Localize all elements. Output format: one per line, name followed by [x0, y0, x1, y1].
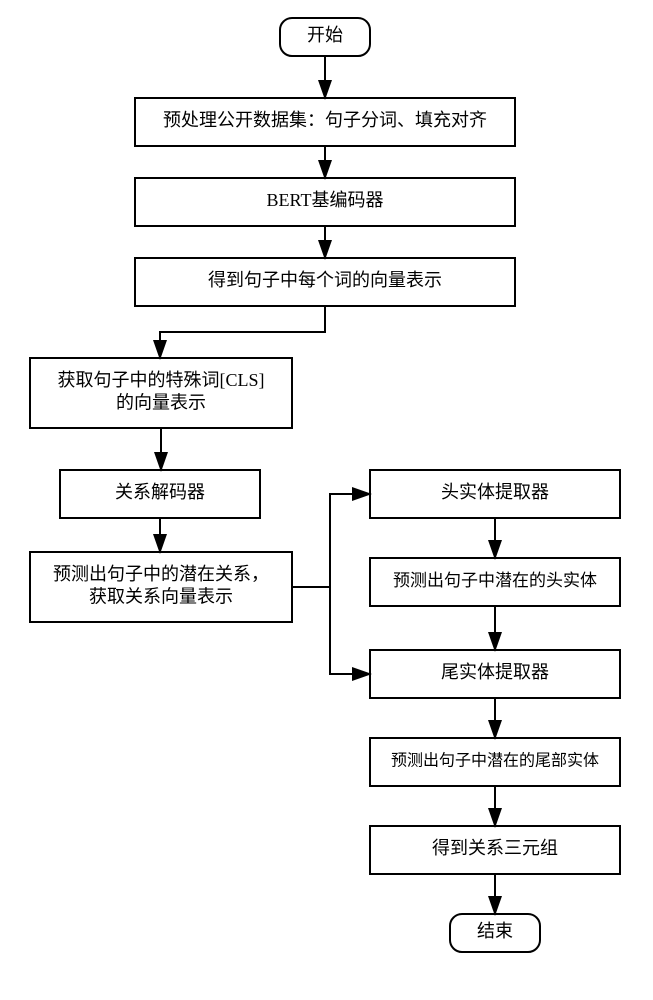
- node-end-label: 结束: [477, 921, 513, 941]
- node-start-label: 开始: [307, 25, 343, 45]
- node-n6-label: 获取关系向量表示: [89, 586, 233, 606]
- node-n5-label: 关系解码器: [115, 482, 205, 502]
- node-n1-label: 预处理公开数据集：句子分词、填充对齐: [163, 110, 487, 130]
- edge-n3-n4: [160, 306, 325, 358]
- node-r-label: 得到关系三元组: [432, 838, 558, 858]
- flowchart-canvas: 开始预处理公开数据集：句子分词、填充对齐 BERT基编码器得到句子中每个词的向量表…: [0, 0, 653, 1000]
- node-h1-label: 头实体提取器: [441, 482, 549, 502]
- node-t2-label: 预测出句子中潜在的尾部实体: [391, 752, 599, 770]
- node-n6-label: 预测出句子中的潜在关系，: [53, 564, 269, 584]
- edge-n6-h1: [292, 494, 370, 587]
- node-n4-label: 的向量表示: [116, 392, 206, 412]
- node-n3-label: 得到句子中每个词的向量表示: [208, 270, 442, 290]
- node-t1-label: 尾实体提取器: [441, 662, 549, 682]
- node-n4-label: 获取句子中的特殊词[CLS]: [58, 370, 265, 390]
- node-h2-label: 预测出句子中潜在的头实体: [393, 571, 597, 590]
- node-n2-label: BERT基编码器: [267, 190, 384, 210]
- edge-n6-t1: [292, 587, 370, 674]
